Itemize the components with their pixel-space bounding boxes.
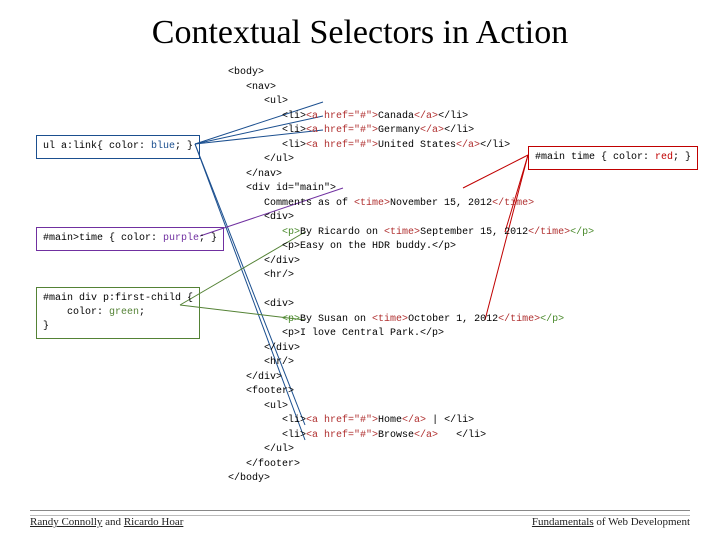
- footer-left: Randy Connolly and Ricardo Hoar: [30, 516, 183, 528]
- css-box-main-time-child: #main>time { color: purple; }: [36, 227, 224, 251]
- slide-title: Contextual Selectors in Action: [0, 0, 720, 52]
- css-box-ul-link: ul a:link{ color: blue; }: [36, 135, 200, 159]
- html-code-block: <body> <nav> <ul> <li><a href="#">Canada…: [228, 66, 594, 487]
- footer-right: Fundamentals of Web Development: [532, 516, 690, 528]
- content-area: ul a:link{ color: blue; } #main>time { c…: [0, 60, 720, 490]
- css-box-first-child: #main div p:first-child { color: green; …: [36, 287, 200, 339]
- slide-footer: Randy Connolly and Ricardo Hoar Fundamen…: [0, 516, 720, 528]
